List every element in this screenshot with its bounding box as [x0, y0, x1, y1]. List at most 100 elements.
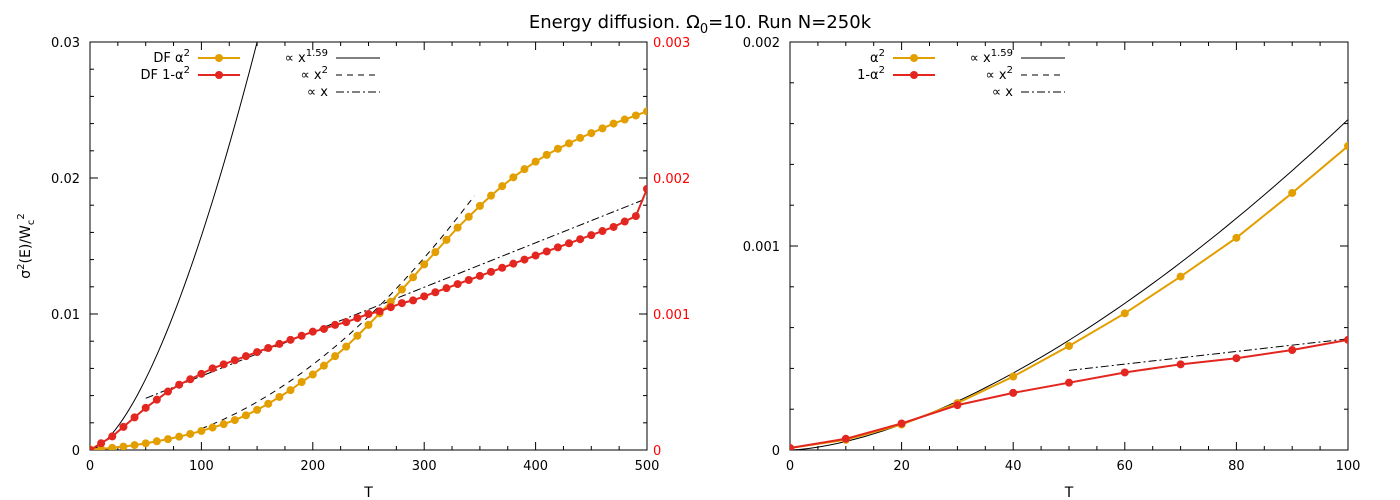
- data-point-1: [130, 413, 139, 422]
- data-point-1: [219, 360, 228, 369]
- data-point-1: [208, 364, 217, 373]
- data-point-1: [487, 267, 496, 276]
- data-point-0: [620, 115, 629, 124]
- data-point-1: [953, 401, 962, 410]
- data-point-0: [598, 124, 607, 133]
- x-tick-label: 60: [1117, 459, 1134, 474]
- data-point-0: [1288, 188, 1297, 197]
- data-point-1: [364, 310, 373, 318]
- y-axis-label: σ2(E)/Wc2: [16, 213, 37, 278]
- legend-swatch-marker-0: [215, 54, 223, 62]
- data-point-1: [297, 331, 306, 340]
- data-point-0: [353, 331, 362, 340]
- x-tick-label: 500: [635, 459, 660, 474]
- data-point-1: [1009, 388, 1018, 397]
- y-tick-label: 0.01: [51, 308, 80, 323]
- data-point-0: [565, 139, 574, 148]
- data-point-0: [219, 420, 228, 429]
- data-point-0: [141, 439, 150, 448]
- fit-line-2: [145, 197, 647, 399]
- data-point-1: [553, 243, 562, 252]
- series-line-1: [90, 188, 647, 450]
- data-point-0: [163, 435, 172, 444]
- x-axis-label: T: [363, 485, 373, 500]
- series-line-0: [790, 145, 1348, 449]
- y2-tick-label: 0: [653, 444, 661, 459]
- data-point-1: [1176, 360, 1185, 369]
- y2-tick-label: 0.002: [653, 172, 690, 187]
- legend-label-1: DF 1-α2: [140, 65, 190, 83]
- data-point-0: [498, 182, 507, 191]
- data-point-1: [1232, 354, 1241, 363]
- data-point-1: [386, 303, 395, 312]
- data-point-1: [253, 348, 262, 357]
- data-point-1: [375, 307, 384, 316]
- figure-title: Energy diffusion. Ω0=10. Run N=250k: [529, 12, 872, 37]
- data-point-0: [1232, 233, 1241, 242]
- data-point-1: [186, 375, 195, 384]
- legend-swatch-marker-0: [910, 54, 918, 62]
- data-point-0: [319, 361, 328, 370]
- left-panel: 0 100 200 300 400 50000.010.020.0300.0010.002…: [16, 36, 690, 500]
- data-point-0: [487, 191, 496, 200]
- y-tick-label: 0.02: [51, 172, 80, 187]
- data-point-1: [631, 212, 640, 221]
- x-tick-label: 300: [412, 459, 437, 474]
- data-point-1: [475, 271, 484, 280]
- data-point-0: [643, 107, 647, 116]
- data-point-0: [464, 212, 473, 221]
- data-point-0: [397, 285, 406, 294]
- legend-fit-label-2: ∝ x: [307, 85, 328, 100]
- data-point-0: [431, 248, 440, 257]
- data-point-1: [119, 422, 128, 431]
- fit-line-2: [1068, 338, 1348, 371]
- x-tick-label: 40: [1005, 459, 1022, 474]
- legend-label-0: DF α2: [153, 48, 190, 66]
- data-point-1: [1288, 346, 1297, 355]
- legend-label-0: α2: [870, 48, 885, 66]
- data-point-1: [97, 439, 106, 448]
- data-point-1: [576, 235, 585, 244]
- data-point-0: [453, 223, 462, 232]
- data-point-0: [1344, 142, 1348, 151]
- data-point-0: [520, 165, 529, 174]
- data-point-1: [308, 327, 317, 336]
- legend-fit-label-0: ∝ x1.59: [285, 48, 328, 66]
- data-point-0: [152, 437, 161, 446]
- legend-fit-label-1: ∝ x2: [986, 65, 1014, 83]
- data-point-0: [587, 129, 596, 138]
- data-point-0: [442, 235, 451, 244]
- data-point-1: [620, 217, 629, 226]
- data-point-0: [241, 411, 250, 420]
- data-point-1: [409, 296, 418, 305]
- legend-swatch-marker-1: [910, 71, 918, 79]
- data-point-1: [163, 387, 172, 396]
- data-point-1: [509, 259, 518, 268]
- x-tick-label: 400: [523, 459, 548, 474]
- data-point-0: [576, 133, 585, 142]
- data-point-0: [208, 423, 217, 432]
- legend-fit-label-2: ∝ x: [992, 85, 1013, 100]
- data-point-1: [520, 255, 529, 264]
- data-point-0: [297, 378, 306, 386]
- data-point-1: [542, 247, 551, 256]
- legend-fit-label-0: ∝ x1.59: [970, 48, 1013, 66]
- data-point-0: [475, 201, 484, 210]
- data-point-0: [420, 260, 429, 269]
- data-point-0: [542, 150, 551, 159]
- data-point-1: [442, 284, 451, 293]
- data-point-1: [453, 280, 462, 289]
- data-point-1: [464, 276, 473, 284]
- data-point-1: [108, 432, 117, 441]
- data-point-1: [141, 403, 150, 412]
- data-point-1: [587, 231, 596, 240]
- data-point-1: [264, 344, 273, 352]
- data-point-0: [186, 429, 195, 438]
- data-point-1: [598, 227, 607, 236]
- x-tick-label: 0: [86, 459, 94, 474]
- data-point-0: [230, 416, 239, 425]
- data-point-0: [1009, 372, 1018, 381]
- data-point-1: [319, 324, 328, 333]
- data-point-0: [553, 144, 562, 153]
